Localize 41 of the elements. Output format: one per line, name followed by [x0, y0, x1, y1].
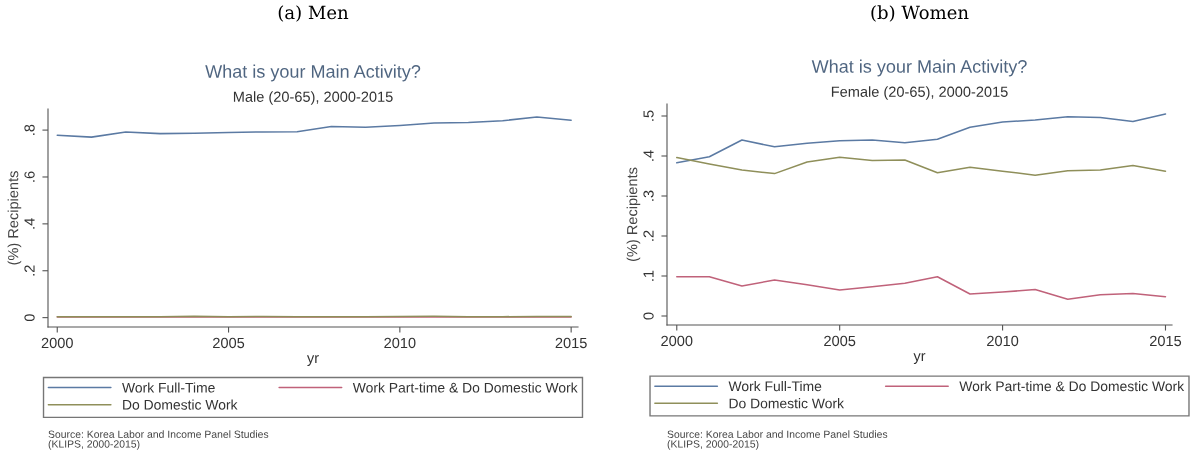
chart-subtitle: Female (20-65), 2000-2015	[831, 86, 1008, 100]
y-tick-label: .6	[24, 171, 35, 182]
line-series	[56, 116, 572, 138]
legend-label: Work Part-time & Do Domestic Work	[352, 382, 578, 393]
y-axis-title: (%) Recipients	[7, 171, 22, 265]
chart-title: What is your Main Activity?	[811, 59, 1027, 77]
y-tick-label: .4	[24, 218, 35, 229]
line-series	[676, 113, 1167, 164]
y-axis-title: (%) Recipients	[626, 167, 641, 261]
x-tick-label: 2010	[384, 337, 416, 349]
x-tick-label: 2005	[213, 337, 245, 349]
y-tick-label: .4	[643, 150, 654, 161]
x-tick-label: 2010	[987, 335, 1019, 347]
line-series	[676, 276, 1167, 300]
y-tick-label: .8	[24, 124, 35, 135]
y-tick-label: .3	[643, 190, 654, 201]
y-tick-label: .2	[643, 230, 654, 241]
y-tick-label: .5	[643, 110, 654, 121]
x-axis-title: yr	[913, 353, 926, 364]
x-tick-label: 2015	[555, 337, 587, 349]
x-tick-label: 2015	[1150, 335, 1182, 347]
source-note: Source: Korea Labor and Income Panel Studies (KLIPS, 2000-2015)	[667, 430, 888, 450]
x-tick-label: 2005	[824, 335, 856, 347]
chart-subtitle: Male (20-65), 2000-2015	[233, 91, 393, 105]
source-note: Source: Korea Labor and Income Panel Studies (KLIPS, 2000-2015)	[48, 430, 269, 450]
y-tick-label: 0	[24, 314, 35, 322]
x-tick-label: 2000	[41, 337, 73, 349]
x-axis-title: yr	[306, 355, 319, 366]
legend-label: Do Domestic Work	[729, 398, 845, 409]
text: (b) Women	[871, 5, 969, 22]
legend-label: Work Full-Time	[728, 381, 822, 392]
line-series	[676, 156, 1167, 176]
legend-label: Do Domestic Work	[123, 399, 238, 410]
y-tick-label: .1	[643, 270, 654, 281]
y-tick-label: .2	[24, 265, 35, 276]
chart-title: What is your Main Activity?	[205, 64, 421, 82]
legend-label: Work Full-Time	[122, 382, 215, 393]
x-tick-label: 2000	[661, 335, 693, 347]
legend-label: Work Part-time & Do Domestic Work	[959, 381, 1185, 392]
y-tick-label: 0	[643, 312, 654, 320]
text: (a) Men	[278, 5, 349, 22]
